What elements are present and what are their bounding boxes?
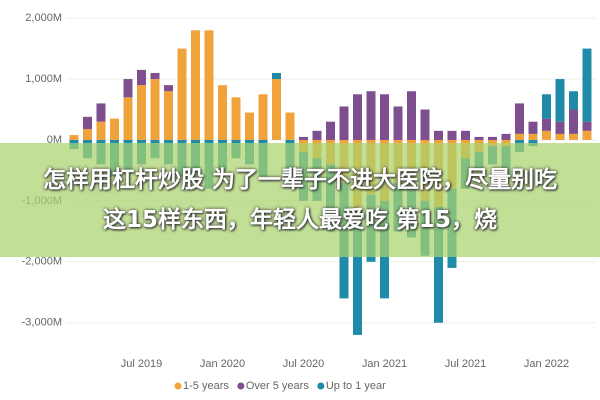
- bar-segment: [501, 133, 511, 140]
- bar-segment: [555, 79, 565, 122]
- bar-segment: [245, 112, 254, 140]
- bar-segment: [528, 121, 538, 134]
- bar-segment: [339, 106, 349, 140]
- bar-segment: [164, 91, 173, 140]
- bar-segment: [312, 130, 322, 140]
- overlay-banner: 怎样用杠杆炒股 为了一辈子不进大医院，尽量别吃 这15样东西，年轻人最爱吃 第1…: [0, 143, 600, 257]
- bar-segment: [447, 130, 457, 140]
- bar-segment: [488, 136, 497, 140]
- bar-segment: [582, 130, 592, 140]
- bar-segment: [420, 109, 430, 140]
- bar-segment: [582, 121, 592, 131]
- bar-segment: [110, 118, 119, 140]
- legend-marker: [174, 382, 182, 390]
- bar-segment: [137, 85, 146, 140]
- bar-segment: [515, 133, 524, 140]
- x-tick-label: Jan 2021: [362, 358, 407, 370]
- y-tick-label: -3,000M: [22, 317, 62, 329]
- legend-marker: [317, 382, 325, 390]
- bar-segment: [150, 72, 160, 80]
- bar-segment: [515, 103, 524, 134]
- bar-segment: [380, 94, 389, 140]
- bar-segment: [582, 48, 592, 122]
- x-tick-label: Jul 2020: [283, 358, 325, 370]
- bar-segment: [285, 112, 295, 140]
- bar-segment: [474, 136, 484, 140]
- bar-segment: [69, 135, 79, 140]
- legend-label: Up to 1 year: [326, 380, 386, 392]
- bar-segment: [272, 79, 281, 140]
- overlay-line: 这15样东西，年轻人最爱吃 第15，烧: [102, 207, 498, 233]
- legend-label: 1-5 years: [183, 380, 229, 392]
- bar-segment: [123, 97, 133, 140]
- bar-segment: [528, 133, 538, 140]
- bar-segment: [204, 30, 214, 140]
- bar-segment: [258, 94, 268, 140]
- legend-label: Over 5 years: [246, 380, 309, 392]
- bar-segment: [83, 129, 92, 140]
- bar-segment: [434, 206, 443, 323]
- bar-segment: [191, 30, 200, 140]
- bar-segment: [555, 133, 565, 140]
- bar-segment: [353, 94, 362, 140]
- bar-segment: [150, 79, 160, 140]
- bar-segment: [542, 130, 551, 140]
- bar-segment: [326, 121, 335, 140]
- bar-segment: [393, 106, 403, 140]
- bar-segment: [366, 91, 376, 140]
- bar-segment: [299, 136, 308, 140]
- bar-segment: [123, 79, 133, 98]
- bar-segment: [272, 72, 281, 80]
- bar-segment: [164, 85, 173, 92]
- bar-segment: [461, 130, 470, 140]
- bar-segment: [555, 121, 565, 134]
- bar-segment: [231, 97, 241, 140]
- bar-segment: [542, 94, 551, 119]
- bar-segment: [353, 219, 362, 335]
- bar-segment: [434, 130, 443, 140]
- bar-segment: [569, 109, 578, 134]
- bar-segment: [96, 103, 106, 122]
- bar-segment: [137, 69, 146, 86]
- overlay-line: 怎样用杠杆炒股 为了一辈子不进大医院，尽量别吃: [42, 167, 557, 193]
- bar-segment: [96, 121, 106, 140]
- bar-segment: [83, 116, 92, 130]
- x-tick-label: Jan 2020: [200, 358, 245, 370]
- y-tick-label: 1,000M: [25, 73, 62, 85]
- y-tick-label: 2,000M: [25, 12, 62, 24]
- x-tick-label: Jul 2021: [445, 358, 487, 370]
- bar-segment: [569, 91, 578, 110]
- bar-segment: [177, 48, 187, 140]
- bar-segment: [218, 85, 227, 140]
- bar-segment: [407, 91, 416, 140]
- bar-segment: [569, 133, 578, 140]
- x-tick-label: Jul 2019: [121, 358, 163, 370]
- y-tick-label: -2,000M: [22, 256, 62, 268]
- y-tick-label: 0M: [47, 134, 62, 146]
- legend-marker: [237, 382, 245, 390]
- bar-segment: [542, 118, 551, 131]
- x-tick-label: Jan 2022: [524, 358, 569, 370]
